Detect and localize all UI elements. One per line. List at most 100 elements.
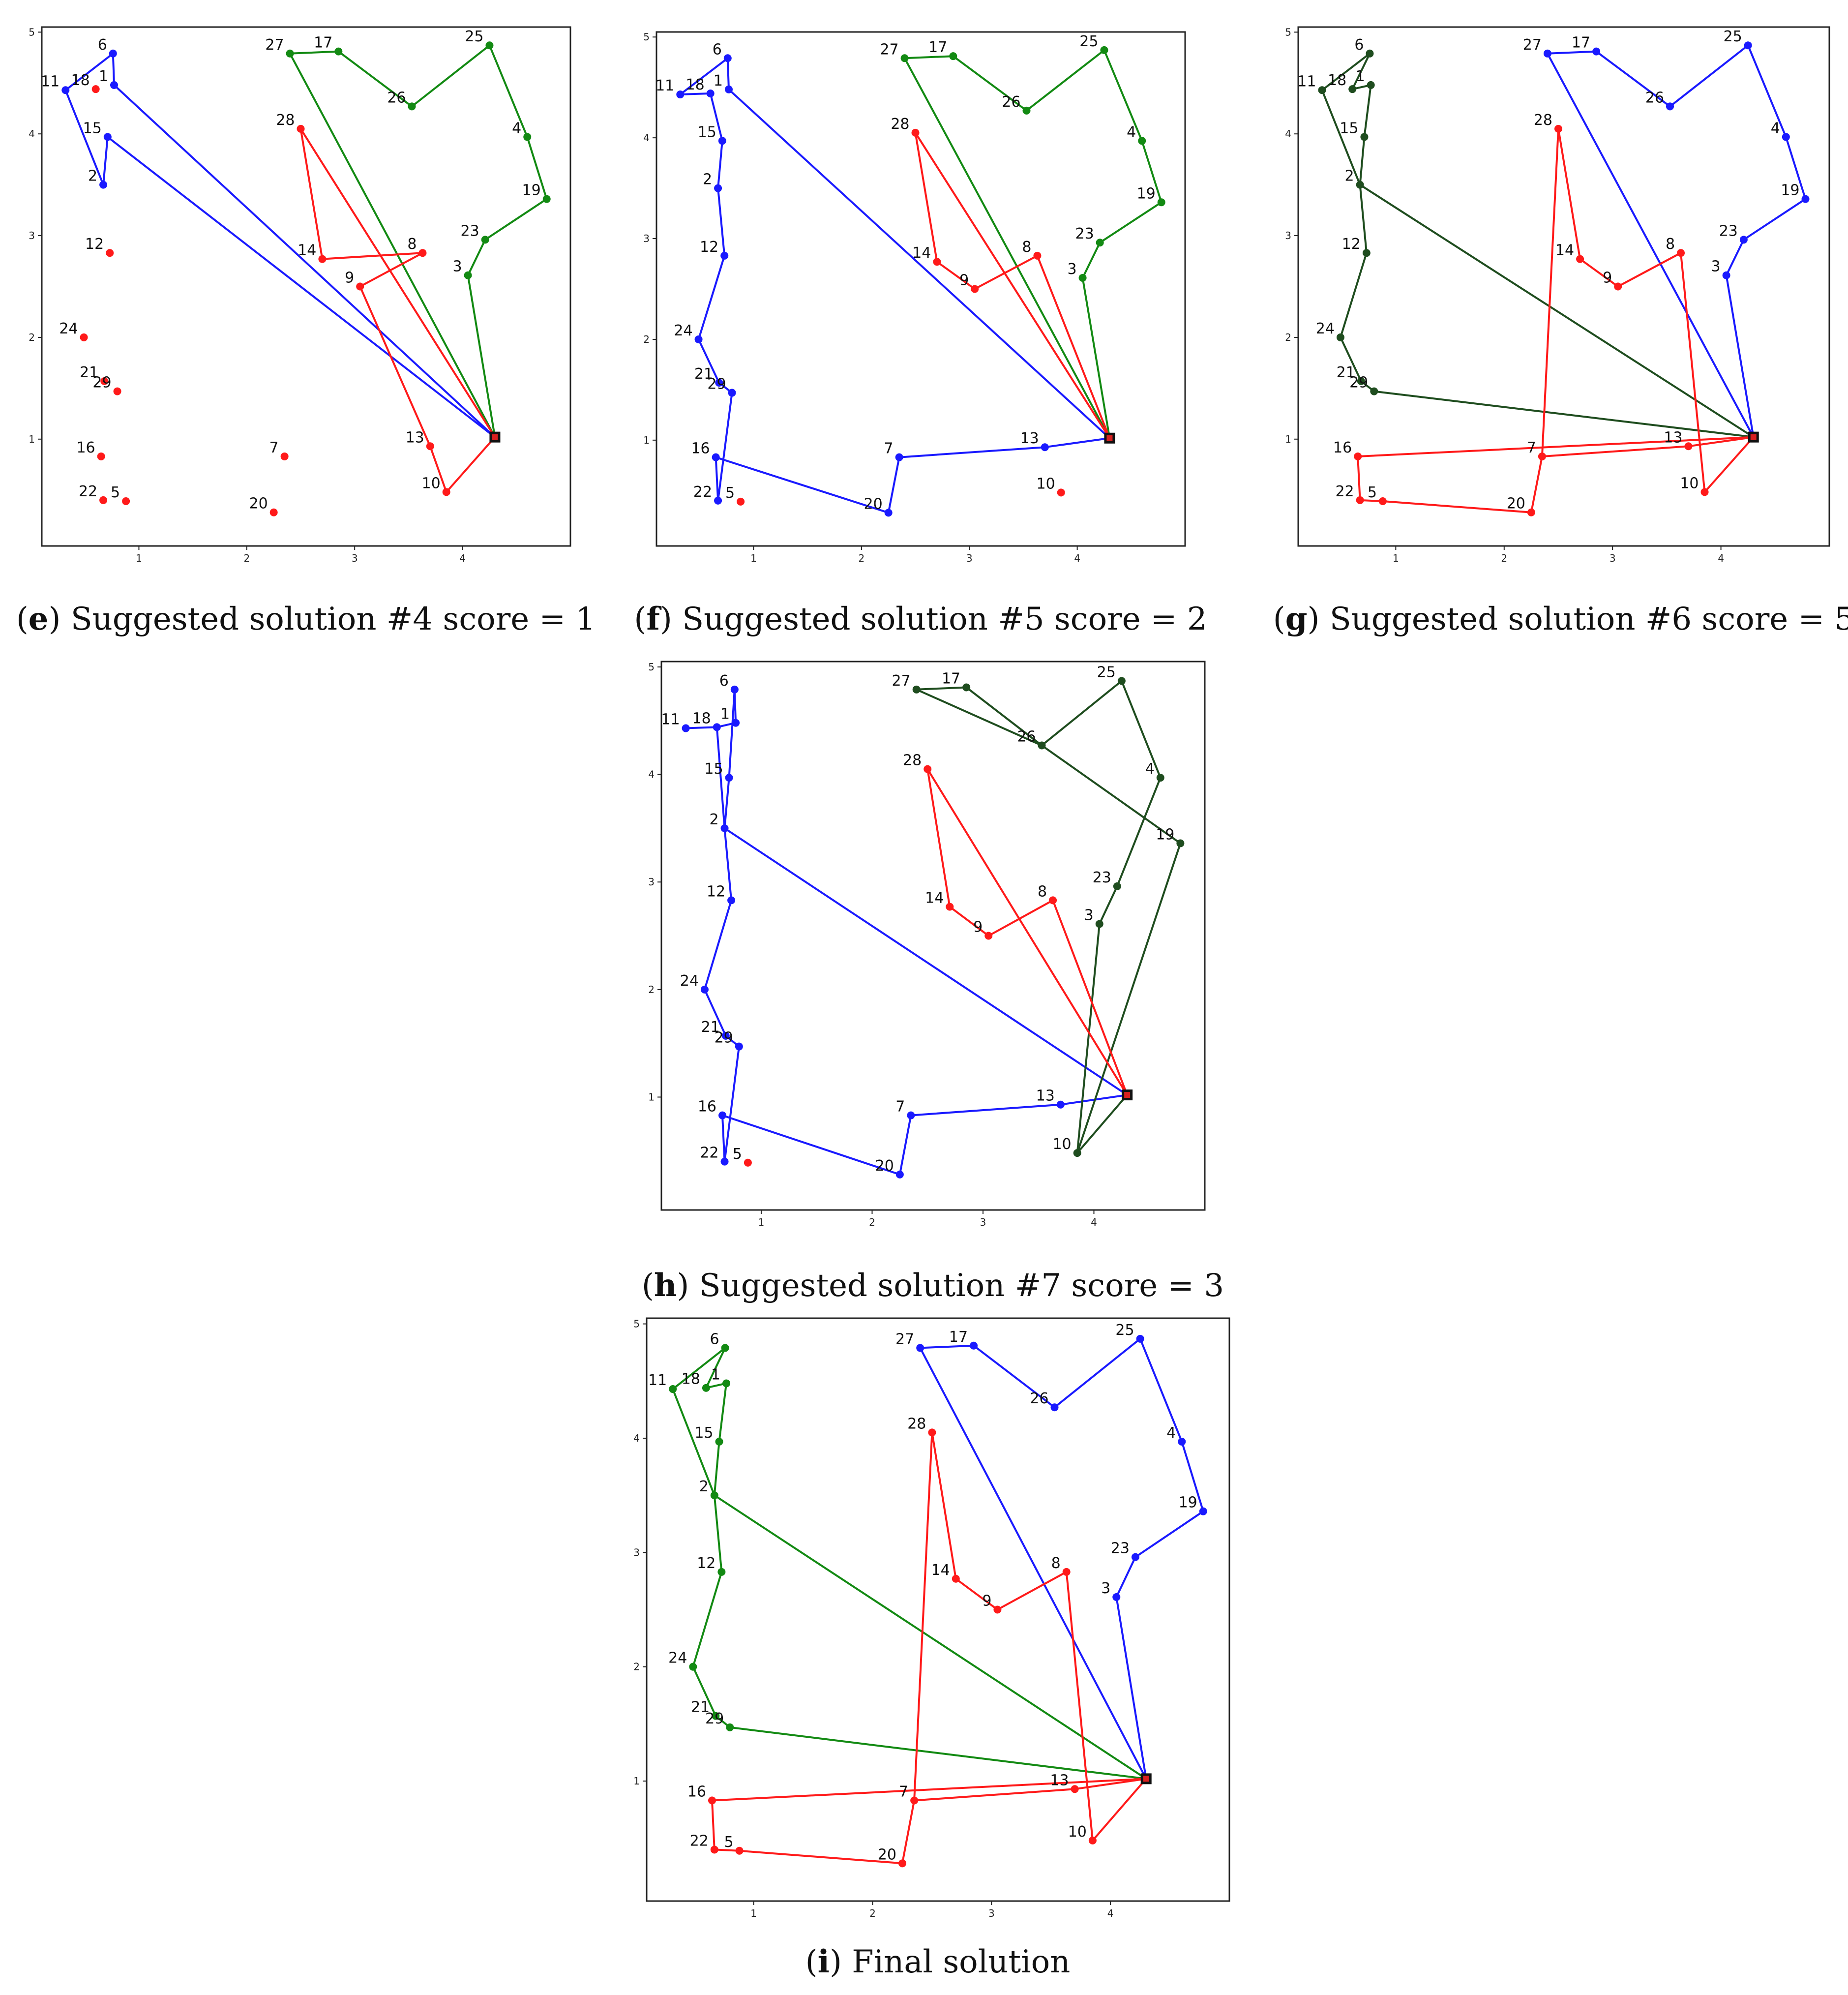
node-5-marker — [1378, 497, 1387, 505]
node-1-label: 1 — [99, 68, 108, 85]
node-8-marker — [1062, 1568, 1071, 1576]
node-4-label: 4 — [1127, 123, 1136, 141]
panel-g: 1 2 3 4123451234567891011121314151617181920… — [1273, 26, 1848, 637]
node-20-label: 20 — [1507, 495, 1525, 513]
node-12-marker — [720, 251, 729, 260]
node-22-label: 22 — [690, 1832, 709, 1849]
node-18-label: 18 — [692, 710, 711, 727]
node-7-marker — [895, 453, 903, 461]
node-18-label: 18 — [71, 72, 90, 89]
node-7-label: 7 — [1527, 439, 1536, 456]
caption-f: (f) Suggested solution #5 score = 2 — [634, 601, 1207, 637]
depot-marker-center — [1750, 434, 1757, 440]
node-29-label: 29 — [705, 1710, 724, 1727]
node-22-label: 22 — [700, 1145, 718, 1162]
node-1-label: 1 — [720, 706, 730, 723]
node-4-marker — [1782, 133, 1790, 141]
node-28-marker — [1554, 124, 1562, 133]
node-17-marker — [334, 47, 343, 56]
depot-marker-center — [492, 434, 498, 440]
plot-frame — [646, 1317, 1230, 1902]
node-19-marker — [1199, 1507, 1207, 1515]
node-23-label: 23 — [1075, 225, 1094, 242]
panel-e: 1 2 3 4123451234567891011121314151617181920… — [16, 26, 596, 637]
route-blue — [919, 1337, 1204, 1780]
caption-letter: e — [29, 601, 49, 637]
node-9-label: 9 — [973, 919, 983, 936]
node-22-marker — [714, 496, 722, 505]
node-12-label: 12 — [707, 883, 725, 900]
node-8-marker — [1677, 249, 1685, 257]
route-dark — [915, 680, 1182, 1154]
node-29-marker — [735, 1042, 743, 1051]
node-29-label: 29 — [92, 374, 111, 392]
depot-marker-center — [1124, 1092, 1131, 1098]
node-17-marker — [962, 683, 971, 692]
node-15-marker — [1360, 133, 1369, 141]
caption-letter: g — [1285, 601, 1308, 637]
node-14-marker — [946, 903, 954, 911]
y-tick-label: 1 — [29, 433, 35, 445]
node-7-label: 7 — [899, 1783, 908, 1801]
panel-f: 1 2 3 4123451234567891011121314151617181920… — [634, 31, 1207, 637]
node-13-marker — [1041, 443, 1049, 452]
node-28-label: 28 — [276, 112, 295, 129]
node-15-marker — [715, 1437, 723, 1446]
node-16-label: 16 — [698, 1098, 716, 1116]
node-3-marker — [1095, 920, 1103, 928]
node-18-marker — [706, 89, 715, 97]
node-24-marker — [80, 333, 88, 341]
node-13-label: 13 — [1020, 430, 1039, 447]
caption-close-paren: ) — [660, 601, 682, 637]
node-17-label: 17 — [928, 39, 947, 56]
node-8-label: 8 — [1022, 239, 1031, 256]
node-15-label: 15 — [694, 1424, 713, 1442]
node-11-label: 11 — [648, 1372, 667, 1389]
x-tick-label: 2 — [869, 1907, 876, 1919]
node-5-label: 5 — [1368, 484, 1377, 501]
node-4-label: 4 — [512, 120, 521, 137]
node-26-label: 26 — [1017, 728, 1036, 746]
node-16-label: 16 — [76, 439, 95, 456]
node-25-marker — [1117, 677, 1126, 685]
caption-close-paren: ) — [1308, 601, 1330, 637]
node-17-label: 17 — [942, 670, 960, 687]
node-20-marker — [1527, 508, 1535, 516]
x-tick-label: 3 — [352, 552, 358, 564]
node-29-marker — [726, 1723, 734, 1731]
node-2-label: 2 — [1345, 168, 1354, 185]
node-14-label: 14 — [925, 889, 944, 907]
node-7-label: 7 — [895, 1098, 905, 1116]
caption-i: (i) Final solution — [805, 1943, 1071, 1980]
node-13-label: 13 — [406, 429, 424, 446]
caption-h: (h) Suggested solution #7 score = 3 — [642, 1267, 1224, 1304]
node-22-marker — [710, 1845, 718, 1854]
caption-close-paren: ) — [830, 1944, 852, 1980]
node-1-marker — [732, 719, 740, 727]
y-tick-label: 2 — [1285, 332, 1291, 343]
node-3-label: 3 — [452, 258, 462, 275]
node-3-marker — [1078, 273, 1087, 282]
node-28-marker — [911, 128, 920, 137]
x-tick-label: 4 — [1718, 552, 1724, 564]
node-22-marker — [99, 496, 108, 504]
y-tick-label: 1 — [633, 1775, 640, 1787]
node-20-label: 20 — [875, 1157, 894, 1175]
node-5-marker — [122, 497, 130, 505]
node-4-marker — [523, 133, 532, 141]
node-23-marker — [1113, 882, 1121, 890]
node-29-label: 29 — [707, 376, 726, 393]
node-17-label: 17 — [949, 1329, 968, 1346]
node-12-marker — [1362, 249, 1371, 257]
node-4-marker — [1156, 774, 1164, 782]
node-27-label: 27 — [1523, 36, 1542, 54]
node-21-label: 21 — [701, 1019, 720, 1036]
node-27-marker — [1543, 49, 1551, 58]
y-tick-label: 3 — [648, 876, 655, 888]
node-13-marker — [426, 442, 434, 451]
node-1-marker — [722, 1379, 731, 1388]
caption-text: Suggested solution #5 score = 2 — [682, 601, 1207, 637]
node-4-label: 4 — [1771, 120, 1780, 137]
node-16-marker — [1354, 452, 1362, 460]
node-9-label: 9 — [345, 270, 354, 287]
